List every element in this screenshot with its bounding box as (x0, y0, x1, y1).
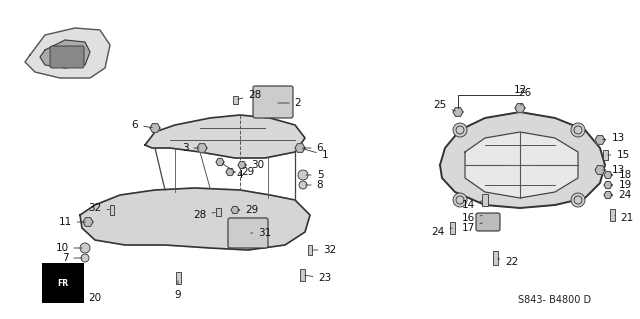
Text: 8: 8 (306, 180, 323, 190)
Text: 21: 21 (615, 213, 634, 223)
Bar (232, 96, 237, 104)
Text: 24: 24 (611, 190, 632, 200)
Text: 13: 13 (603, 133, 625, 143)
Text: 16: 16 (461, 213, 483, 223)
FancyBboxPatch shape (50, 46, 84, 68)
Text: 4: 4 (222, 164, 243, 180)
Polygon shape (453, 108, 463, 116)
Text: 22: 22 (498, 257, 518, 267)
Polygon shape (83, 218, 93, 226)
Bar (449, 222, 454, 234)
Text: 1: 1 (303, 149, 328, 160)
Polygon shape (440, 112, 605, 208)
Polygon shape (25, 28, 110, 78)
Polygon shape (295, 144, 305, 152)
Polygon shape (150, 124, 160, 132)
Polygon shape (515, 104, 525, 112)
Text: 12: 12 (513, 85, 527, 95)
Text: 13: 13 (603, 165, 625, 175)
Circle shape (574, 126, 582, 134)
Bar (602, 150, 607, 160)
Circle shape (571, 193, 585, 207)
Bar (482, 194, 488, 206)
Text: 17: 17 (461, 223, 483, 233)
Bar (493, 251, 497, 265)
Circle shape (571, 123, 585, 137)
Text: 20: 20 (83, 293, 102, 303)
Text: 32: 32 (313, 245, 337, 255)
Text: 24: 24 (431, 227, 452, 237)
Circle shape (453, 123, 467, 137)
Text: 23: 23 (305, 273, 332, 283)
Text: 31: 31 (251, 228, 271, 238)
FancyBboxPatch shape (476, 213, 500, 231)
Bar (308, 245, 312, 255)
FancyBboxPatch shape (228, 218, 268, 248)
Bar (175, 272, 180, 284)
Polygon shape (595, 136, 605, 144)
Text: 3: 3 (182, 143, 199, 153)
Text: 25: 25 (433, 100, 456, 111)
FancyBboxPatch shape (253, 86, 293, 118)
Text: 15: 15 (608, 150, 630, 160)
Text: 28: 28 (237, 90, 262, 100)
Circle shape (299, 181, 307, 189)
Polygon shape (145, 115, 305, 158)
Polygon shape (197, 144, 207, 152)
Circle shape (456, 196, 464, 204)
Polygon shape (231, 206, 239, 213)
Text: 9: 9 (175, 281, 181, 300)
Polygon shape (238, 161, 246, 168)
Polygon shape (216, 159, 224, 166)
Circle shape (80, 243, 90, 253)
Polygon shape (40, 40, 90, 68)
Polygon shape (604, 182, 612, 189)
Bar (216, 208, 221, 216)
Circle shape (456, 126, 464, 134)
Text: 26: 26 (518, 88, 532, 105)
Text: 7: 7 (61, 253, 82, 263)
Text: 5: 5 (306, 170, 323, 180)
Polygon shape (604, 172, 612, 178)
Text: 29: 29 (233, 167, 255, 177)
Bar (77, 286, 83, 298)
Circle shape (81, 254, 89, 262)
Text: 18: 18 (611, 170, 632, 180)
Bar (300, 269, 305, 281)
Polygon shape (595, 166, 605, 174)
Text: 30: 30 (244, 160, 264, 170)
Bar (609, 209, 614, 221)
Text: 29: 29 (238, 205, 259, 215)
Text: 6: 6 (303, 143, 323, 153)
Polygon shape (465, 132, 578, 198)
Text: 6: 6 (132, 120, 152, 130)
Circle shape (453, 193, 467, 207)
Bar (110, 205, 114, 215)
Circle shape (298, 170, 308, 180)
Text: 19: 19 (611, 180, 632, 190)
Text: 14: 14 (461, 200, 483, 210)
Text: 11: 11 (58, 217, 85, 227)
Circle shape (574, 196, 582, 204)
Polygon shape (604, 191, 612, 198)
Text: 32: 32 (88, 203, 109, 213)
Polygon shape (80, 188, 310, 250)
Text: 10: 10 (56, 243, 82, 253)
Text: 2: 2 (278, 98, 301, 108)
Text: 28: 28 (193, 210, 215, 220)
Polygon shape (226, 168, 234, 175)
Text: FR: FR (58, 278, 68, 287)
Text: S843- B4800 D: S843- B4800 D (518, 295, 591, 305)
